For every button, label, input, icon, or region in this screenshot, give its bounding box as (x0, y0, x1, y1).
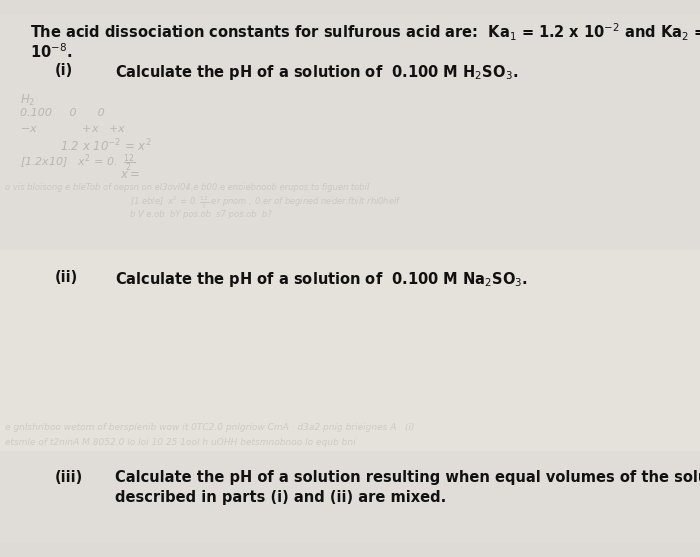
Text: described in parts (i) and (ii) are mixed.: described in parts (i) and (ii) are mixe… (115, 490, 447, 505)
Text: Calculate the pH of a solution of  0.100 M Na$_2$SO$_3$.: Calculate the pH of a solution of 0.100 … (115, 270, 528, 289)
Text: $-x$             $+x$   $+x$: $-x$ $+x$ $+x$ (20, 123, 127, 134)
Text: (ii): (ii) (55, 270, 78, 285)
Text: 1.2 x 10$^{-2}$ = $x^2$: 1.2 x 10$^{-2}$ = $x^2$ (60, 138, 152, 155)
Bar (0, 250, 700, 450)
Text: 10$^{-8}$.: 10$^{-8}$. (30, 42, 72, 61)
Text: (iii): (iii) (55, 470, 83, 485)
Text: 0.100     0      0: 0.100 0 0 (20, 108, 105, 118)
Text: b V e.ob  bY pos.ob  s7 pos.ob  b?: b V e.ob bY pos.ob s7 pos.ob b? (130, 210, 272, 219)
Text: o vis bloisong e bleTob of oepsn on el3ovl04.e b00.e enoiebnoob erupos to figuen: o vis bloisong e bleTob of oepsn on el3o… (5, 183, 370, 192)
Text: etsmle of t2ninA M 8052.0 lo loi 10.25 1ool h uOHH betsmnobnoo lo equb bni: etsmle of t2ninA M 8052.0 lo loi 10.25 1… (5, 438, 356, 447)
Text: Calculate the pH of a solution of  0.100 M H$_2$SO$_3$.: Calculate the pH of a solution of 0.100 … (115, 63, 518, 82)
Text: (i): (i) (55, 63, 74, 78)
Text: [1.2x10]   $x^2$ = 0.  $\frac{12}{2}$: [1.2x10] $x^2$ = 0. $\frac{12}{2}$ (20, 153, 136, 174)
Text: $x=$: $x=$ (120, 168, 140, 181)
Text: e gnlshriboo wetom of bersplenib wow it 0TC2.0 pnlgriow CmA · d3a2 pnig brieigne: e gnlshriboo wetom of bersplenib wow it … (5, 423, 414, 432)
Text: [1 eble]  x$^2$ = 0. $\frac{12}{2}$ er pnom , 0.er of begined neder.fbilt rhi0he: [1 eble] x$^2$ = 0. $\frac{12}{2}$ er pn… (130, 195, 402, 212)
Text: The acid dissociation constants for sulfurous acid are:  Ka$_1$ = 1.2 x 10$^{-2}: The acid dissociation constants for sulf… (30, 22, 700, 43)
Text: Calculate the pH of a solution resulting when equal volumes of the solutions: Calculate the pH of a solution resulting… (115, 470, 700, 485)
Text: $H_2$: $H_2$ (20, 93, 35, 108)
